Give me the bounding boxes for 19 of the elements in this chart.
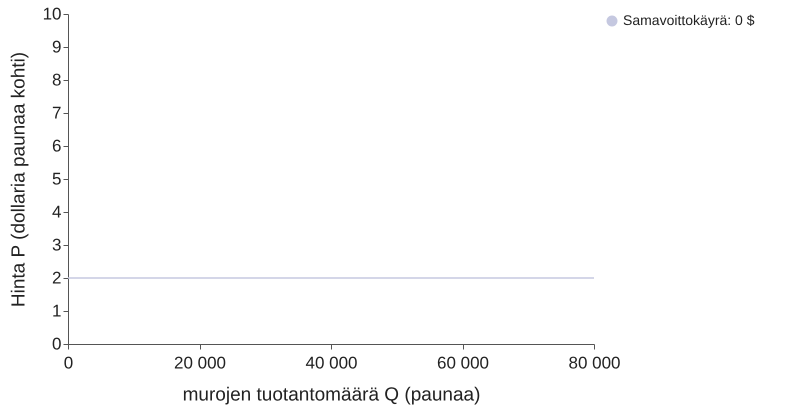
y-tick-label: 5 xyxy=(52,170,62,188)
y-tick-label: 6 xyxy=(52,136,62,156)
x-tick-label: 80 000 xyxy=(568,354,620,372)
x-tick-label: 20 000 xyxy=(174,354,226,372)
x-tick-label: 40 000 xyxy=(306,354,358,372)
y-axis-title: Hinta P (dollaria paunaa kohti) xyxy=(8,52,30,308)
legend-label: Samavoittokäyrä: 0 $ xyxy=(623,12,755,28)
y-tick-label: 8 xyxy=(52,70,62,90)
y-tick-label: 4 xyxy=(52,202,62,222)
y-tick-label: 9 xyxy=(52,38,62,56)
y-tick-label: 0 xyxy=(52,334,62,354)
x-tick-label: 60 000 xyxy=(437,354,489,372)
y-tick-label: 10 xyxy=(42,4,62,24)
y-tick-label: 1 xyxy=(52,302,62,320)
y-tick-label: 2 xyxy=(52,268,62,288)
x-axis-title: murojen tuotantomäärä Q (paunaa) xyxy=(182,384,480,406)
y-tick-label: 7 xyxy=(52,104,62,122)
x-tick-label: 0 xyxy=(64,354,74,372)
y-tick-label: 3 xyxy=(52,236,62,254)
